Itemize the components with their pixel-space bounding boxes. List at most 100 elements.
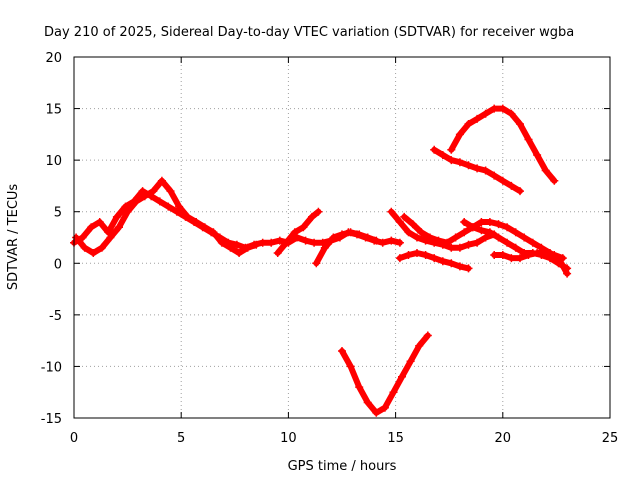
data-point [338, 347, 346, 355]
data-point [503, 223, 512, 232]
data-point [477, 218, 486, 226]
data-point [498, 104, 507, 113]
data-point [308, 212, 316, 221]
data-point [468, 223, 477, 232]
data-point [209, 228, 218, 237]
data-point [310, 238, 319, 247]
data-point [372, 236, 381, 245]
x-tick-label: 10 [280, 431, 297, 446]
data-point [430, 254, 439, 263]
series-trace [274, 208, 322, 256]
data-point [258, 238, 267, 247]
y-tick-label: 20 [45, 51, 62, 66]
data-point [301, 236, 310, 245]
data-point [157, 176, 166, 185]
data-point [408, 220, 417, 229]
data-point [115, 223, 123, 232]
data-point [417, 228, 426, 237]
x-tick-label: 20 [495, 431, 512, 446]
data-point [443, 238, 452, 247]
series-track-4 [312, 228, 381, 268]
series-trace [401, 213, 571, 277]
data-point [423, 331, 432, 340]
data-point [507, 181, 516, 190]
data-point [282, 238, 291, 247]
series-track-8 [460, 218, 572, 273]
plot-frame [73, 56, 611, 419]
y-tick-label: 15 [45, 103, 62, 118]
data-point [175, 202, 184, 211]
data-point [507, 109, 516, 118]
series-track-3 [273, 207, 323, 257]
series-trace [73, 177, 260, 256]
data-point [511, 243, 520, 252]
data-point [541, 249, 550, 257]
data-point [89, 249, 98, 257]
series-track-10 [430, 145, 524, 196]
data-point [447, 145, 456, 154]
grid [74, 57, 610, 418]
data-point [200, 223, 209, 232]
data-point [132, 197, 141, 206]
data-point [232, 240, 241, 249]
data-point [516, 254, 524, 263]
series-trace [339, 332, 431, 416]
data-point [346, 228, 355, 237]
data-point [267, 238, 276, 247]
data-point [494, 220, 503, 229]
data-point [398, 372, 406, 381]
y-tick-label: 5 [54, 206, 62, 221]
data-point [346, 362, 355, 371]
data-point [473, 164, 482, 173]
data-point [140, 192, 149, 201]
y-axis-label: SDTVAR / TECUs [6, 184, 21, 291]
data-point [541, 166, 550, 175]
data-point [389, 388, 398, 397]
data-point [533, 151, 542, 159]
data-point [438, 151, 447, 159]
data-point [524, 251, 533, 259]
data-point [413, 249, 421, 257]
data-point [87, 223, 96, 232]
data-point [226, 243, 235, 252]
data-point [511, 228, 520, 237]
data-point [425, 233, 434, 242]
series-layer [70, 104, 572, 417]
data-point [106, 233, 115, 242]
x-axis-label: GPS time / hours [288, 459, 397, 474]
data-point [498, 176, 507, 185]
data-point [273, 249, 282, 257]
data-point [485, 218, 494, 226]
data-point [166, 187, 175, 196]
data-point [434, 236, 443, 245]
chart-title: Day 210 of 2025, Sidereal Day-to-day VTE… [44, 25, 574, 40]
data-point [550, 176, 559, 185]
data-point [460, 218, 469, 226]
data-point [554, 259, 563, 268]
series-track-5 [395, 249, 473, 273]
data-point [507, 254, 516, 263]
data-point [338, 230, 346, 239]
data-point [558, 254, 567, 263]
data-point [447, 243, 456, 252]
data-point [415, 341, 424, 350]
data-point [97, 243, 106, 252]
data-point [477, 226, 486, 235]
data-point [485, 228, 494, 237]
data-point [275, 236, 284, 245]
data-point [314, 207, 323, 216]
data-point [481, 109, 490, 118]
data-point [533, 249, 542, 257]
data-point [243, 243, 252, 252]
y-tick-label: -5 [49, 309, 62, 324]
data-point [378, 238, 387, 247]
data-point [516, 187, 524, 196]
data-point [430, 145, 439, 154]
data-point [473, 114, 482, 123]
data-point [563, 264, 572, 273]
data-point [550, 251, 559, 259]
data-point [395, 218, 404, 226]
series-track-7 [400, 212, 572, 278]
data-point [455, 130, 464, 139]
data-point [490, 104, 499, 113]
